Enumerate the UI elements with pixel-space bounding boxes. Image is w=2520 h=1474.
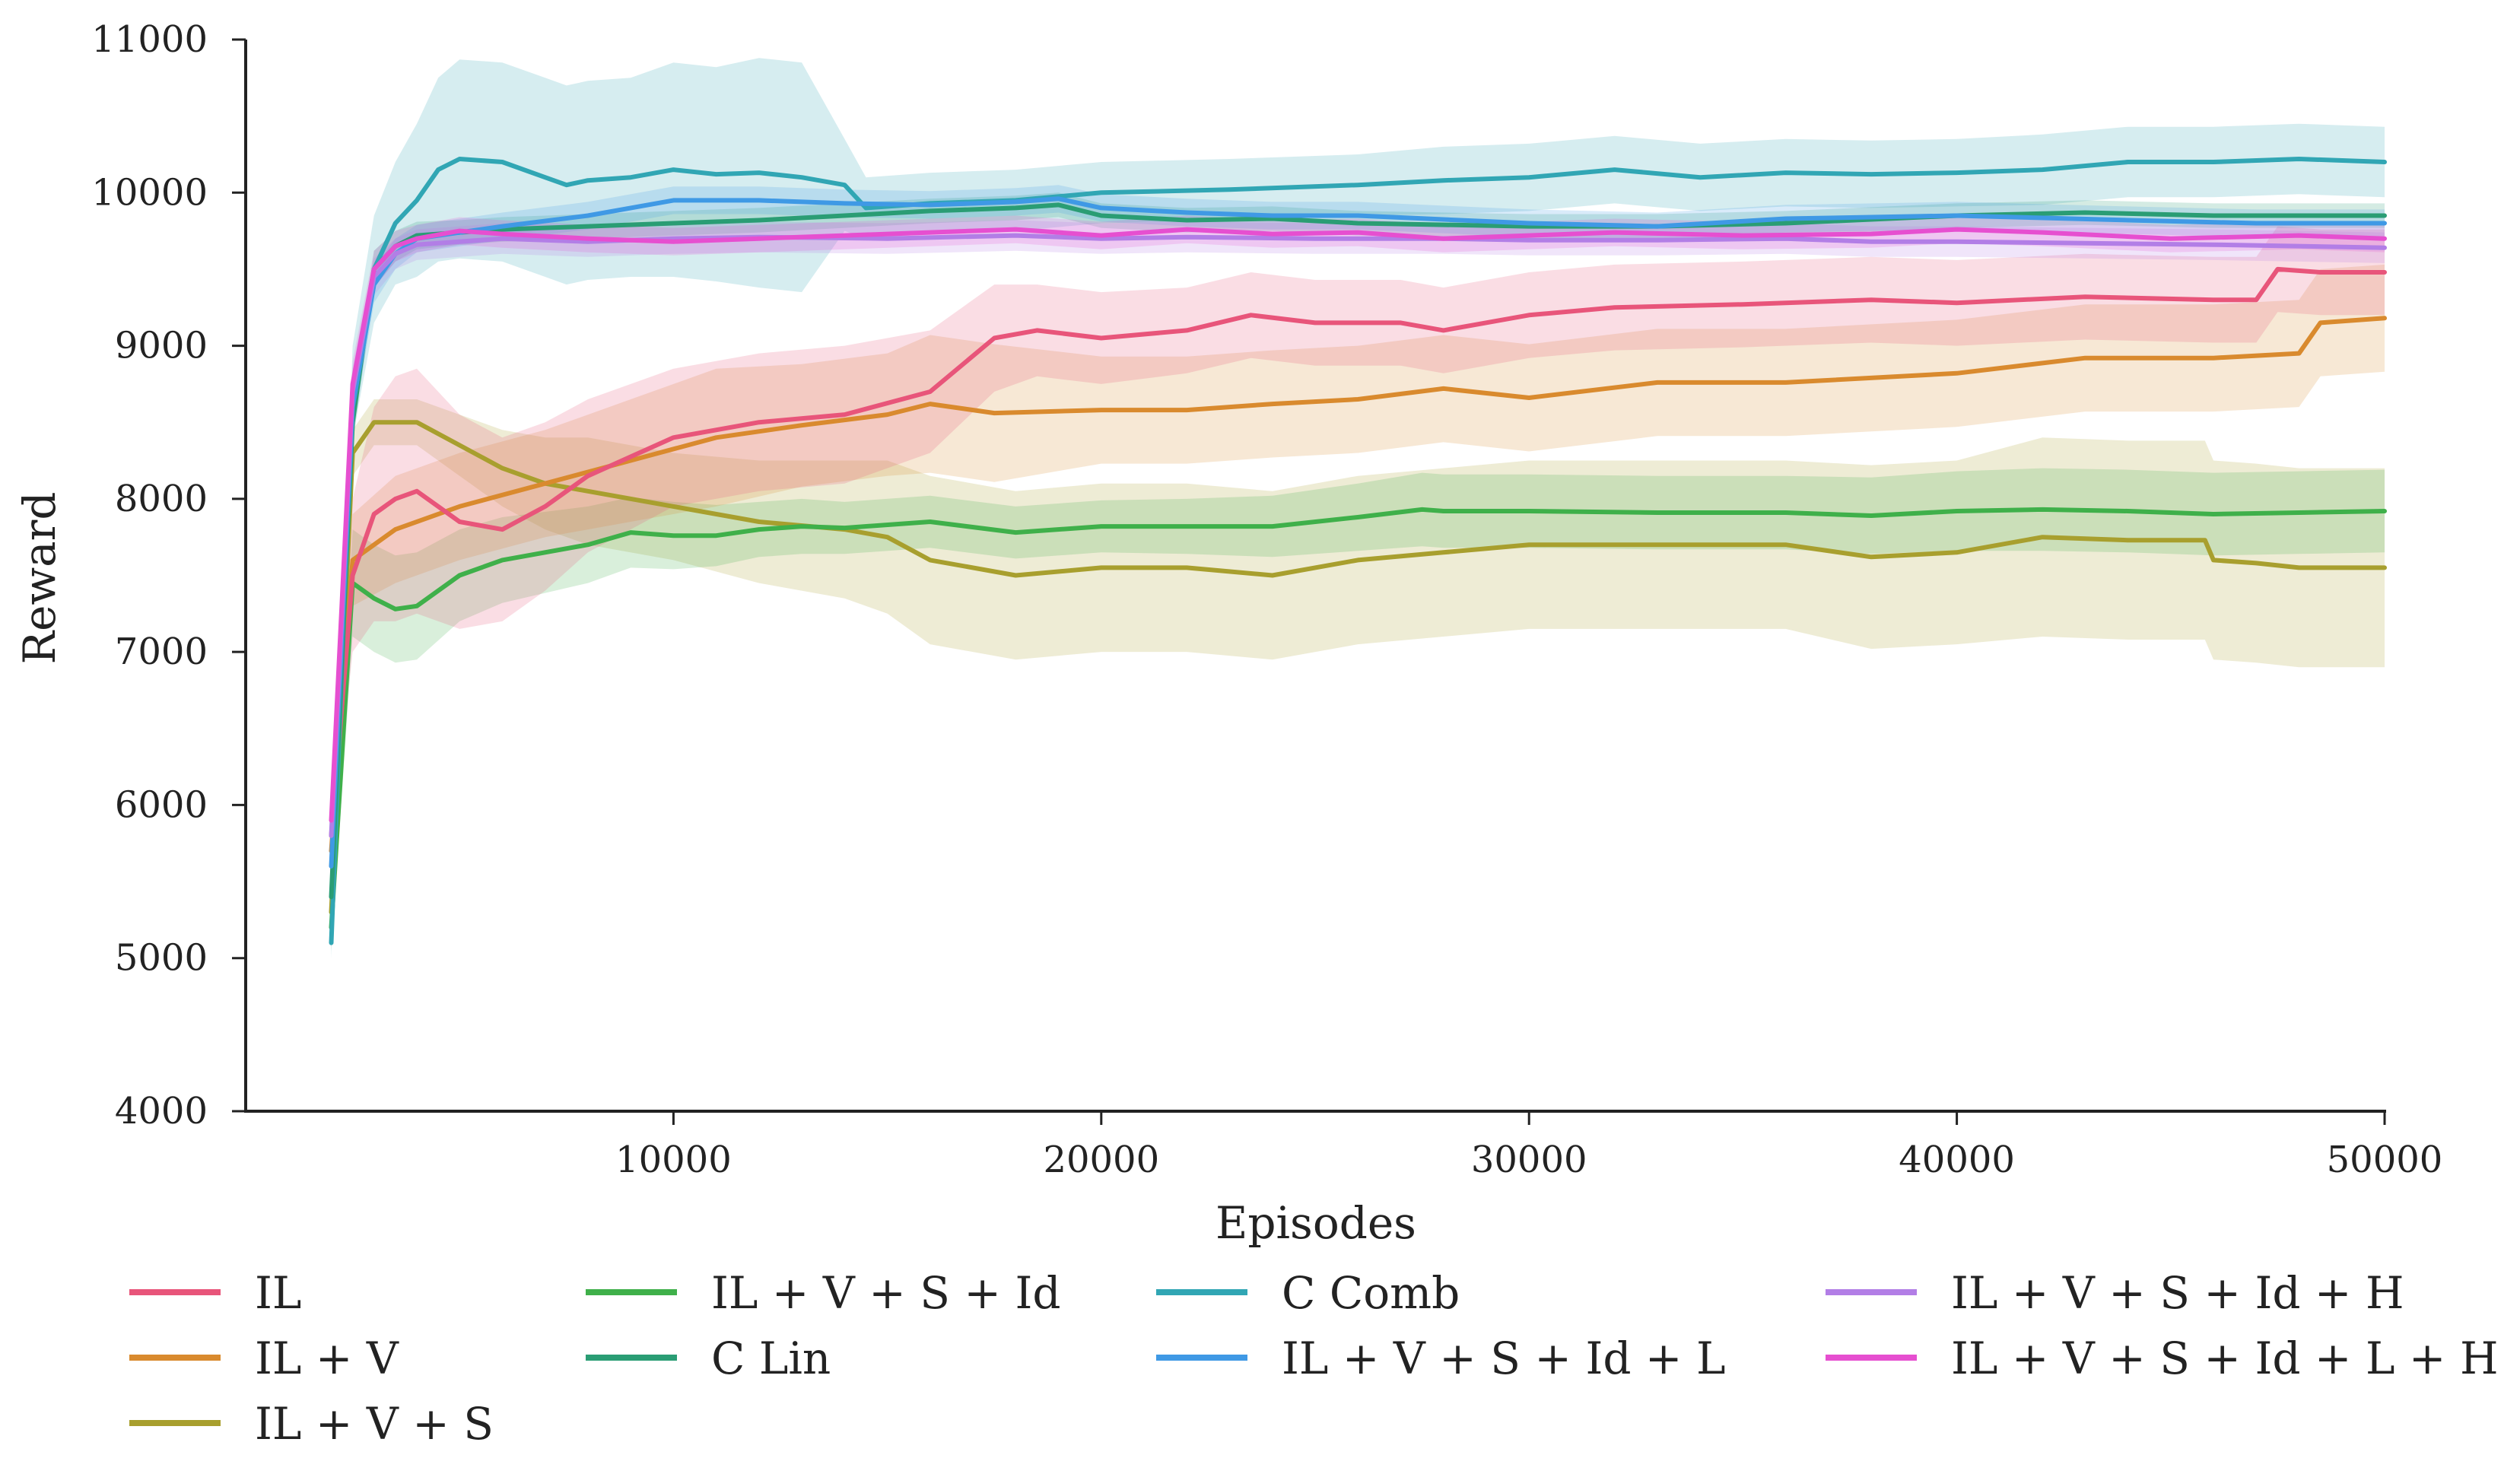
y-axis-label: Reward <box>14 491 65 664</box>
legend-label: IL + V + S + Id + H <box>1951 1267 2404 1319</box>
y-tick-label: 11000 <box>91 18 208 61</box>
legend-label: IL + V <box>255 1333 399 1384</box>
line-c-lin <box>329 202 2387 900</box>
y-tick-label: 8000 <box>115 478 208 520</box>
y-tick-label: 6000 <box>115 783 208 826</box>
x-axis-label: Episodes <box>1216 1197 1416 1249</box>
series-lines <box>329 157 2387 945</box>
legend-label: IL + V + S <box>255 1398 494 1450</box>
y-tick-label: 4000 <box>115 1090 208 1133</box>
line-il-v-s-id-l-h <box>329 227 2387 823</box>
y-tick-label: 5000 <box>115 937 208 980</box>
line-il <box>329 266 2387 838</box>
line-il-v-s-id-h <box>329 233 2387 838</box>
legend-label: C Lin <box>711 1333 831 1384</box>
line-il-v-s-id <box>329 507 2387 930</box>
legend-label: C Comb <box>1282 1267 1460 1319</box>
line-il-v-s <box>329 420 2387 915</box>
axes <box>244 40 2386 1113</box>
y-tick-label: 7000 <box>115 631 208 673</box>
line-il-v <box>329 316 2387 853</box>
x-tick-label: 40000 <box>1899 1139 2015 1181</box>
y-ticks: 4000 5000 6000 7000 8000 9000 10000 11000 <box>91 18 246 1133</box>
line-c-comb <box>329 157 2387 945</box>
y-tick-label: 9000 <box>115 325 208 367</box>
x-tick-label: 10000 <box>615 1139 732 1181</box>
legend-label: IL + V + S + Id + L <box>1282 1333 1725 1384</box>
band-c-comb <box>331 58 2385 958</box>
x-ticks: 10000 20000 30000 40000 50000 <box>615 1111 2442 1181</box>
x-tick-label: 20000 <box>1043 1139 1159 1181</box>
y-tick-label: 10000 <box>91 171 208 214</box>
x-tick-label: 50000 <box>2327 1139 2443 1181</box>
band-il-v-s-id <box>331 468 2385 951</box>
legend-label: IL + V + S + Id <box>711 1267 1061 1319</box>
band-il <box>331 226 2385 851</box>
legend: IL IL + V IL + V + S IL + V + S + Id C Lin C … <box>129 1267 2499 1450</box>
legend-label: IL + V + S + Id + L + H <box>1951 1333 2499 1384</box>
band-il-v-s <box>331 399 2385 936</box>
x-tick-label: 30000 <box>1471 1139 1587 1181</box>
legend-label: IL <box>255 1267 301 1319</box>
